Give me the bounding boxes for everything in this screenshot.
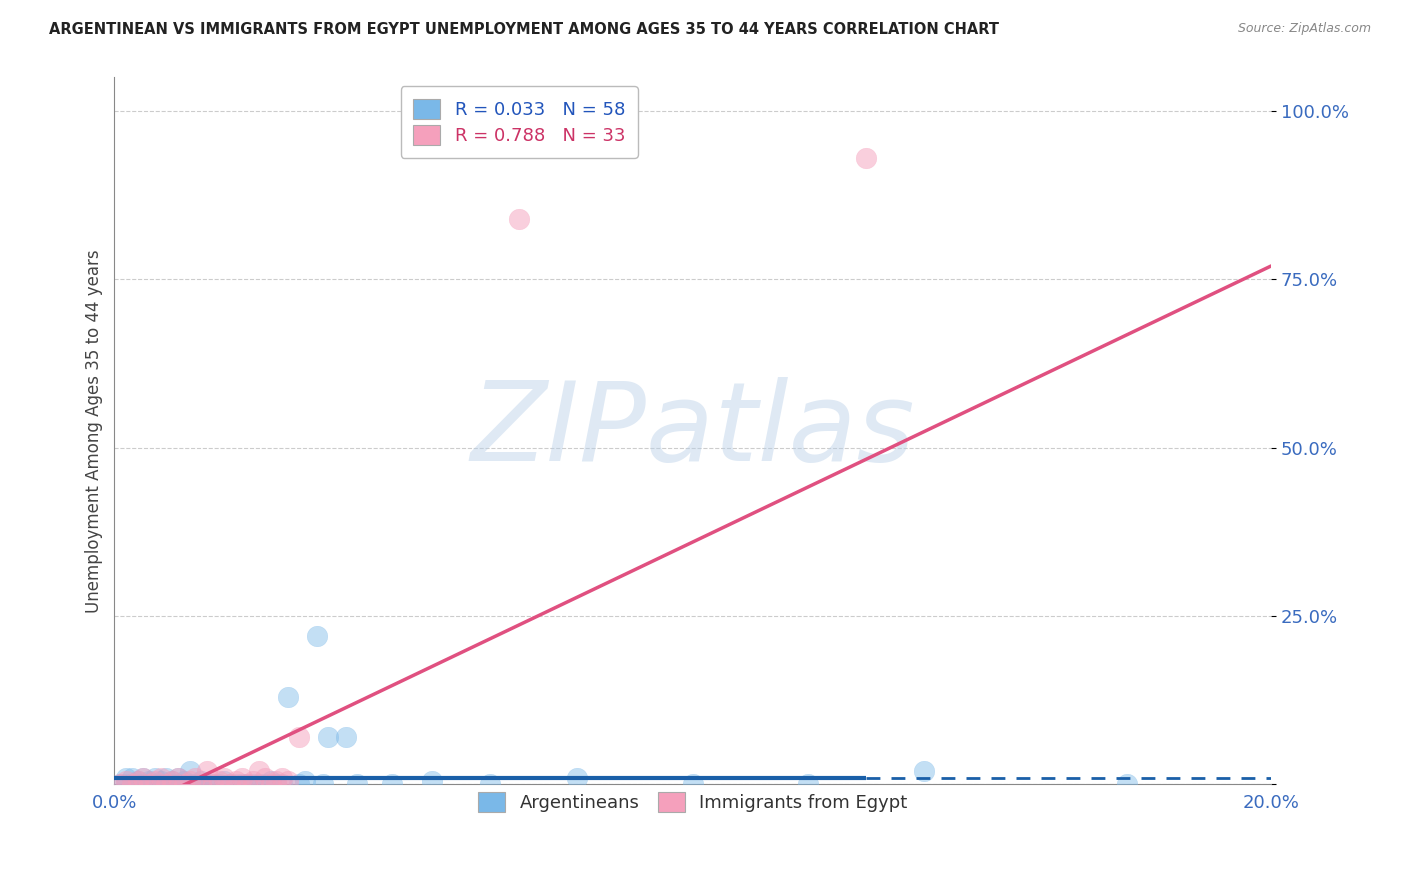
Point: [247, 777, 270, 791]
Point: [201, 777, 224, 791]
Point: [266, 777, 288, 791]
Point: [259, 774, 281, 789]
Point: [855, 151, 877, 165]
Point: [108, 777, 131, 791]
Point: [155, 771, 177, 785]
Point: [236, 777, 259, 791]
Point: [143, 777, 166, 791]
Point: [167, 771, 190, 785]
Point: [271, 777, 294, 791]
Point: [179, 774, 201, 789]
Point: [190, 774, 212, 789]
Point: [797, 777, 820, 791]
Point: [242, 774, 264, 789]
Point: [190, 777, 212, 791]
Point: [682, 777, 704, 791]
Point: [236, 777, 259, 791]
Point: [479, 777, 502, 791]
Point: [190, 777, 212, 791]
Point: [179, 764, 201, 778]
Point: [138, 777, 160, 791]
Point: [143, 771, 166, 785]
Point: [294, 774, 316, 789]
Point: [127, 777, 149, 791]
Point: [346, 777, 368, 791]
Point: [108, 777, 131, 791]
Point: [214, 774, 236, 789]
Point: [219, 777, 242, 791]
Point: [271, 771, 294, 785]
Text: ARGENTINEAN VS IMMIGRANTS FROM EGYPT UNEMPLOYMENT AMONG AGES 35 TO 44 YEARS CORR: ARGENTINEAN VS IMMIGRANTS FROM EGYPT UNE…: [49, 22, 1000, 37]
Point: [184, 771, 207, 785]
Point: [162, 774, 184, 789]
Point: [288, 731, 311, 745]
Point: [173, 777, 195, 791]
Point: [155, 777, 177, 791]
Point: [201, 777, 224, 791]
Point: [138, 777, 160, 791]
Point: [565, 771, 588, 785]
Point: [115, 777, 138, 791]
Point: [195, 764, 218, 778]
Point: [167, 771, 190, 785]
Point: [184, 777, 207, 791]
Point: [132, 777, 155, 791]
Text: ZIPatlas: ZIPatlas: [471, 377, 915, 484]
Point: [288, 777, 311, 791]
Point: [121, 777, 143, 791]
Point: [335, 731, 357, 745]
Point: [149, 777, 172, 791]
Point: [207, 774, 229, 789]
Point: [311, 777, 333, 791]
Point: [121, 771, 143, 785]
Point: [155, 777, 177, 791]
Point: [247, 764, 270, 778]
Point: [277, 774, 299, 789]
Y-axis label: Unemployment Among Ages 35 to 44 years: Unemployment Among Ages 35 to 44 years: [86, 249, 103, 613]
Point: [162, 774, 184, 789]
Point: [115, 774, 138, 789]
Point: [207, 777, 229, 791]
Point: [132, 771, 155, 785]
Point: [127, 774, 149, 789]
Point: [225, 777, 247, 791]
Point: [912, 764, 935, 778]
Point: [132, 771, 155, 785]
Point: [127, 774, 149, 789]
Point: [242, 777, 264, 791]
Point: [173, 777, 195, 791]
Point: [422, 774, 444, 789]
Point: [381, 777, 404, 791]
Point: [259, 777, 281, 791]
Point: [253, 771, 276, 785]
Point: [121, 777, 143, 791]
Point: [143, 774, 166, 789]
Point: [1115, 777, 1137, 791]
Point: [162, 777, 184, 791]
Point: [214, 771, 236, 785]
Point: [508, 211, 530, 226]
Point: [277, 690, 299, 704]
Point: [149, 771, 172, 785]
Legend: Argentineans, Immigrants from Egypt: Argentineans, Immigrants from Egypt: [465, 780, 920, 825]
Point: [115, 771, 138, 785]
Point: [149, 774, 172, 789]
Point: [253, 777, 276, 791]
Point: [179, 777, 201, 791]
Point: [195, 777, 218, 791]
Point: [305, 629, 328, 643]
Point: [225, 774, 247, 789]
Point: [173, 774, 195, 789]
Point: [219, 777, 242, 791]
Text: Source: ZipAtlas.com: Source: ZipAtlas.com: [1237, 22, 1371, 36]
Point: [266, 774, 288, 789]
Point: [167, 777, 190, 791]
Point: [231, 771, 253, 785]
Point: [318, 731, 340, 745]
Point: [231, 777, 253, 791]
Point: [138, 774, 160, 789]
